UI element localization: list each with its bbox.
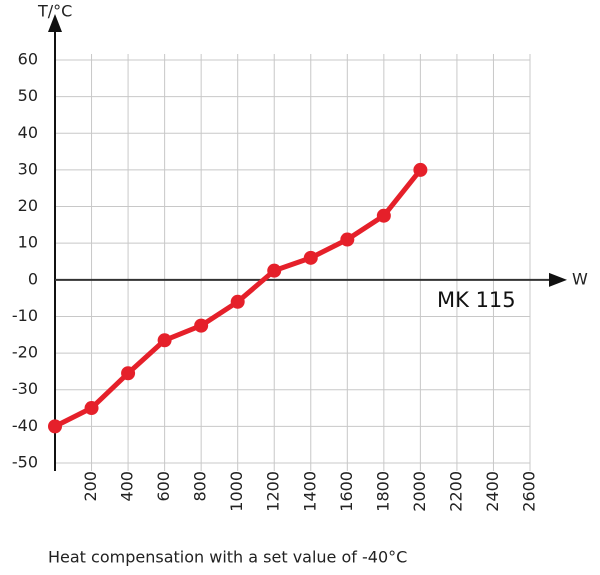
data-point [413,162,428,177]
data-point [230,294,245,309]
x-tick-label: 1600 [337,471,356,512]
y-tick-label: -10 [12,306,38,325]
y-tick-label: 0 [28,269,38,288]
x-tick-label: 2200 [446,471,465,512]
y-tick-label: -20 [12,343,38,362]
data-point [376,208,391,223]
x-tick-label: 200 [81,471,100,502]
data-point [157,333,172,348]
x-tick-label: 2600 [520,471,539,512]
data-point [84,401,99,416]
x-tick-label: 2000 [410,471,429,512]
data-point [194,318,209,333]
x-tick-label: 1800 [373,471,392,512]
x-tick-label: 400 [118,471,137,502]
x-axis-label: W [572,270,588,289]
y-tick-label: 30 [18,159,38,178]
y-axis-label: T/°C [37,2,72,21]
series-label: MK 115 [437,288,516,312]
x-tick-label: 800 [191,471,210,502]
y-tick-label: -30 [12,379,38,398]
y-tick-label: 20 [18,196,38,215]
data-point [303,250,318,265]
y-tick-label: 50 [18,86,38,105]
y-tick-label: 60 [18,50,38,69]
data-point [121,366,136,381]
x-axis-arrow [549,272,567,287]
y-tick-label: -50 [12,453,38,472]
y-tick-label: 10 [18,233,38,252]
x-tick-label: 1400 [300,471,319,512]
x-tick-label: 600 [154,471,173,502]
data-point [48,419,62,434]
y-axis-arrow [48,14,62,32]
x-tick-label: 2400 [483,471,502,512]
y-tick-label: 40 [18,123,38,142]
caption: Heat compensation with a set value of -4… [48,548,407,567]
data-point [267,263,282,278]
data-point [340,232,355,247]
x-tick-label: 1200 [264,471,283,512]
x-tick-label: 1000 [227,471,246,512]
y-tick-label: -40 [12,416,38,435]
